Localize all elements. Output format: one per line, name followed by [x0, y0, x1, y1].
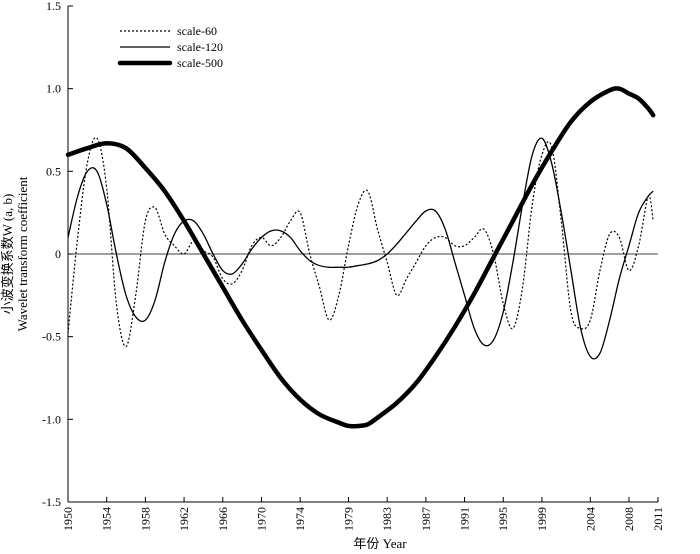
series-line-scale-60: [67, 136, 654, 348]
x-tick-label: 1970: [254, 507, 268, 531]
x-tick-label: 1995: [496, 507, 510, 531]
y-tick-label: -0.5: [42, 330, 61, 344]
x-tick-label: 1991: [458, 507, 472, 531]
legend-label-scale-500: scale-500: [177, 56, 223, 70]
x-tick-label: 2004: [583, 507, 597, 531]
y-axis-label-cn: 小波变换系数W (a, b): [0, 194, 15, 315]
y-tick-label: 1.5: [46, 0, 61, 13]
y-tick-label: -1.0: [42, 412, 61, 426]
y-tick-label: 0: [55, 247, 61, 261]
series-lines: [65, 86, 656, 429]
x-tick-label: 1999: [535, 507, 549, 531]
y-tick-label: 0.5: [46, 164, 61, 178]
y-tick-label: 1.0: [46, 82, 61, 96]
y-tick-label: -1.5: [42, 495, 61, 509]
x-tick-label: 1979: [341, 507, 355, 531]
series-line-scale-500: [65, 86, 656, 429]
x-tick-label: 2011: [651, 507, 665, 531]
legend: scale-60 scale-120 scale-500: [117, 24, 223, 70]
series-line-scale-120: [67, 137, 654, 360]
x-tick-label: 1974: [293, 507, 307, 531]
legend-label-scale-60: scale-60: [177, 24, 217, 38]
x-tick-label: 1962: [177, 507, 191, 531]
legend-label-scale-120: scale-120: [177, 40, 223, 54]
x-axis-label: 年份 Year: [353, 536, 407, 551]
x-tick-label: 1966: [216, 507, 230, 531]
x-tick-label: 1954: [100, 507, 114, 531]
x-tick-label: 1950: [61, 507, 75, 531]
x-tick-label: 1987: [419, 507, 433, 531]
x-tick-label: 2008: [622, 507, 636, 531]
y-axis-label-en: Wavelet transform coefficient: [15, 176, 30, 331]
x-tick-label: 1983: [380, 507, 394, 531]
x-tick-label: 1958: [138, 507, 152, 531]
